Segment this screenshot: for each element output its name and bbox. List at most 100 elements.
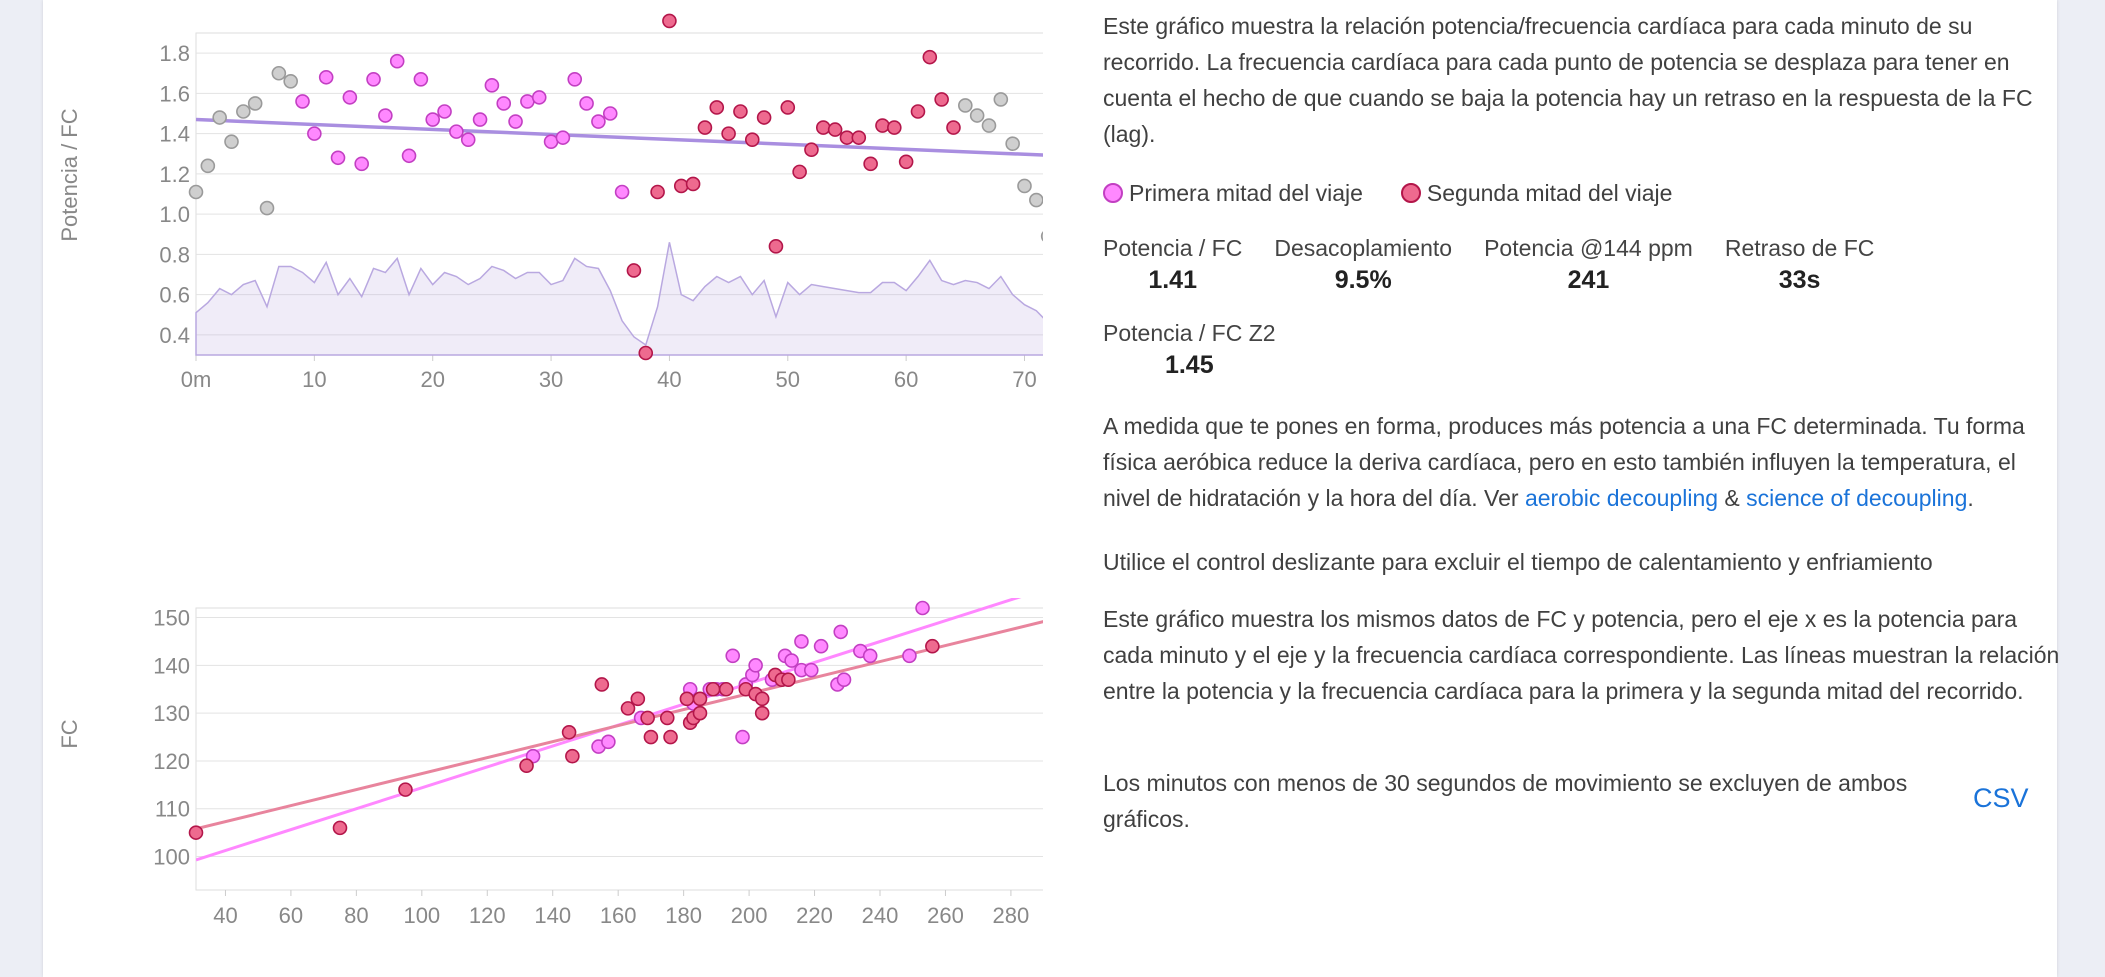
csv-download-link[interactable]: CSV xyxy=(1973,783,2029,813)
first-point xyxy=(295,94,310,109)
first-point xyxy=(472,112,488,127)
legend-first-marker xyxy=(1103,183,1123,203)
second-point xyxy=(332,820,348,836)
trend-line xyxy=(195,117,1043,157)
y-tick-label: 140 xyxy=(153,653,190,678)
legend-first-half[interactable]: Primera mitad del viaje xyxy=(1103,175,1363,211)
warmup-point xyxy=(993,92,1009,107)
second-point xyxy=(594,677,610,692)
power-hr-ratio-chart: 0.4 0.6 0.8 1.0 1.2 1.4 1.6 1.8 0m 10 20 30 40 50 60 7… xyxy=(57,13,1043,392)
second-point xyxy=(638,345,654,361)
y-tick-label: 110 xyxy=(155,797,190,822)
warmup-point xyxy=(200,158,216,174)
second-point xyxy=(561,724,577,740)
legend-second-half[interactable]: Segunda mitad del viaje xyxy=(1400,175,1672,211)
legend-first-label: Primera mitad del viaje xyxy=(1129,180,1363,206)
y-tick-label: 1.8 xyxy=(159,41,190,66)
second-point xyxy=(718,681,734,697)
warmup-point xyxy=(224,134,239,149)
second-point xyxy=(659,710,675,726)
x-tick-label: 220 xyxy=(796,903,833,928)
x-tick-label: 180 xyxy=(665,903,702,928)
second-point xyxy=(565,748,580,764)
science-of-decoupling-link[interactable]: science of decoupling xyxy=(1746,485,1968,511)
stat-label: Desacoplamiento xyxy=(1274,235,1453,261)
first-point xyxy=(307,126,322,141)
x-tick-label: 40 xyxy=(213,903,237,928)
first-point xyxy=(460,132,476,147)
x-tick-label: 260 xyxy=(927,903,964,928)
x-tick-label: 0m xyxy=(181,367,212,392)
second-point xyxy=(188,825,204,840)
second-point xyxy=(898,154,914,170)
stat-label: Potencia / FC Z2 xyxy=(1103,320,1276,346)
x-tick-label: 20 xyxy=(420,367,444,392)
first-point xyxy=(579,96,594,111)
slider-note: Utilice el control deslizante para exclu… xyxy=(1103,549,1933,575)
period: . xyxy=(1967,485,1974,511)
x-tick-label: 160 xyxy=(600,903,637,928)
y-axis-label: Potencia / FC xyxy=(57,108,82,241)
first-point xyxy=(803,662,819,678)
warmup-point xyxy=(271,65,287,81)
second-point xyxy=(780,100,796,115)
x-tick-label: 70 xyxy=(1012,367,1036,392)
first-point xyxy=(437,104,452,119)
second-point xyxy=(673,178,689,194)
first-point xyxy=(413,71,429,87)
first-point xyxy=(508,114,523,129)
x-tick-label: 200 xyxy=(731,903,768,928)
x-tick-label: 140 xyxy=(534,903,571,928)
x-tick-label: 50 xyxy=(776,367,800,392)
second-point xyxy=(643,729,659,745)
analysis-card: 0.4 0.6 0.8 1.0 1.2 1.4 1.6 1.8 0m 10 20 30 40 50 60 7… xyxy=(43,0,2059,977)
warmup-point xyxy=(259,200,275,216)
warmup-point xyxy=(981,118,997,133)
y-tick-label: 130 xyxy=(153,701,190,726)
first-point xyxy=(449,124,464,139)
first-point xyxy=(567,71,583,87)
first-point xyxy=(725,648,741,664)
y-tick-label: 0.8 xyxy=(159,242,190,267)
warmup-point xyxy=(283,74,298,89)
second-point xyxy=(733,104,748,119)
first-point xyxy=(401,148,417,164)
power-area xyxy=(195,242,1043,356)
first-point xyxy=(602,106,618,121)
second-point xyxy=(875,118,890,133)
second-point xyxy=(620,701,636,716)
power-vs-hr-chart: 100 110 120 130 140 150 40 60 80 100 120 140 160 180… xyxy=(57,598,1043,928)
first-point xyxy=(902,648,917,664)
second-point xyxy=(705,681,721,697)
second-point xyxy=(851,130,867,145)
x-tick-label: 10 xyxy=(302,367,326,392)
second-point xyxy=(744,132,760,147)
second-point xyxy=(756,110,772,125)
warmup-point xyxy=(958,98,973,113)
second-point xyxy=(934,92,949,107)
first-point xyxy=(836,672,852,687)
first-point xyxy=(813,638,829,654)
x-tick-label: 280 xyxy=(993,903,1030,928)
first-point xyxy=(591,114,606,129)
second-point xyxy=(887,120,902,135)
y-tick-label: 120 xyxy=(153,749,190,774)
plot-frame xyxy=(195,607,1043,891)
x-tick-label: 60 xyxy=(894,367,918,392)
first-point xyxy=(496,96,512,111)
x-tick-label: 100 xyxy=(403,903,440,928)
stat-value: 33s xyxy=(1778,266,1821,294)
first-point xyxy=(735,729,750,745)
second-point xyxy=(692,691,708,707)
first-point xyxy=(520,94,535,109)
y-tick-label: 1.0 xyxy=(159,202,190,227)
second-point xyxy=(827,122,843,137)
first-point xyxy=(318,69,334,85)
second-point xyxy=(754,705,770,721)
warmup-point xyxy=(1005,136,1020,151)
first-point xyxy=(330,150,346,166)
x-tick-label: 60 xyxy=(279,903,303,928)
aerobic-decoupling-link[interactable]: aerobic decoupling xyxy=(1524,485,1719,511)
x-tick-label: 240 xyxy=(862,903,899,928)
second-point xyxy=(815,120,831,135)
